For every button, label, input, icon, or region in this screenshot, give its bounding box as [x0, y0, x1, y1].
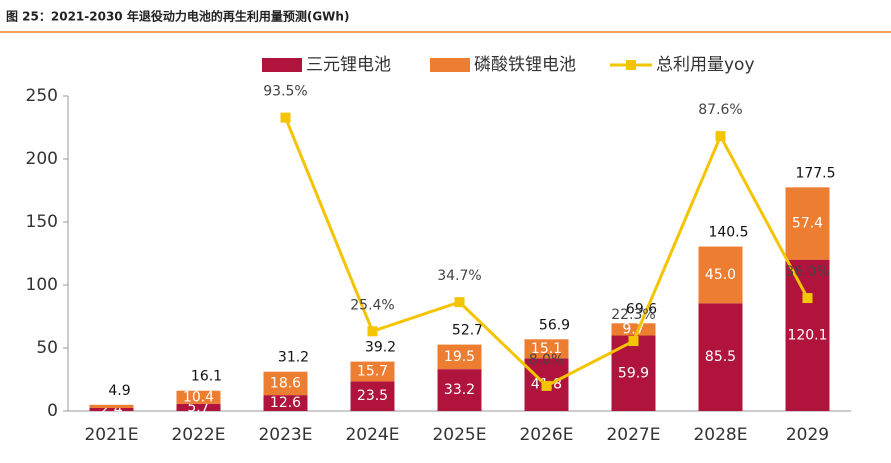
- bar-value-label: 57.4: [792, 216, 823, 232]
- y-tick-label: 50: [36, 338, 58, 358]
- line-point: [454, 297, 465, 308]
- line-value-label: 22.3%: [611, 307, 655, 323]
- line-value-label: 93.5%: [263, 84, 307, 100]
- bar-total-label: 140.5: [708, 225, 748, 241]
- bar-segment: [350, 361, 395, 382]
- x-tick-label: 2026E: [519, 425, 573, 445]
- bar-value-label: 15.1: [531, 341, 562, 357]
- line-value-label: 8.0%: [529, 352, 565, 368]
- line-point: [628, 336, 639, 347]
- x-tick-label: 2029: [786, 425, 829, 445]
- bar-value-label: 18.6: [270, 375, 301, 391]
- bar-segment: [176, 403, 221, 411]
- bar-total-label: 4.9: [108, 383, 130, 399]
- bar-segment: [263, 371, 308, 396]
- bar-total-label: 39.2: [365, 340, 396, 356]
- x-tick-label: 2025E: [432, 425, 486, 445]
- x-tick-label: 2022E: [171, 425, 225, 445]
- line-point: [802, 293, 813, 304]
- bar-segment: [524, 339, 569, 359]
- x-tick-label: 2023E: [258, 425, 312, 445]
- y-tick-label: 150: [26, 212, 58, 232]
- y-tick-label: 250: [26, 86, 58, 106]
- legend-marker: [626, 60, 636, 70]
- bar-segment: [437, 369, 482, 411]
- legend-label: 总利用量yoy: [656, 55, 755, 75]
- legend-swatch: [430, 58, 470, 72]
- bar-total-label: 177.5: [795, 165, 835, 181]
- bar-value-label: 85.5: [705, 349, 736, 365]
- bar-segment: [437, 344, 482, 370]
- y-tick-label: 0: [47, 401, 58, 421]
- bar-total-label: 52.7: [452, 323, 483, 339]
- bar-value-label: 12.6: [270, 395, 301, 411]
- line-point: [280, 112, 291, 123]
- bar-segment: [176, 390, 221, 404]
- bar-value-label: 10.4: [183, 389, 214, 405]
- bar-value-label: 33.2: [444, 382, 475, 398]
- line-point: [715, 131, 726, 142]
- legend-swatch: [262, 58, 302, 72]
- bar-segment: [785, 187, 830, 260]
- bar-segment: [698, 246, 743, 304]
- bar-segment: [89, 404, 134, 408]
- legend-label: 三元锂电池: [306, 55, 391, 75]
- bar-segment: [785, 259, 830, 411]
- x-tick-label: 2028E: [693, 425, 747, 445]
- bar-value-label: 15.7: [357, 363, 388, 379]
- bar-segment: [350, 381, 395, 411]
- bar-value-label: 23.5: [357, 388, 388, 404]
- line-value-label: 25.4%: [350, 297, 394, 313]
- bar-total-label: 31.2: [278, 350, 309, 366]
- bar-value-label: 19.5: [444, 349, 475, 365]
- bar-total-label: 56.9: [539, 317, 570, 333]
- line-point: [367, 326, 378, 337]
- bar-value-label: 59.9: [618, 365, 649, 381]
- x-tick-label: 2021E: [84, 425, 138, 445]
- bar-value-label: 120.1: [787, 327, 827, 343]
- line-point: [541, 380, 552, 391]
- line-value-label: 36.0%: [785, 264, 829, 280]
- y-tick-label: 200: [26, 149, 58, 169]
- legend-label: 磷酸铁锂电池: [474, 55, 576, 75]
- chart-title: 图 25：2021-2030 年退役动力电池的再生利用量预测(GWh): [6, 9, 349, 24]
- line-value-label: 87.6%: [698, 102, 742, 118]
- bar-segment: [698, 303, 743, 411]
- line-value-label: 34.7%: [437, 268, 481, 284]
- x-tick-label: 2027E: [606, 425, 660, 445]
- bar-total-label: 16.1: [191, 369, 222, 385]
- bar-segment: [89, 407, 134, 411]
- bar-value-label: 45.0: [705, 267, 736, 283]
- bar-segment: [263, 395, 308, 411]
- bar-segment: [611, 323, 656, 336]
- bar-value-label: 2.4: [100, 401, 122, 417]
- y-tick-label: 100: [26, 275, 58, 295]
- x-tick-label: 2024E: [345, 425, 399, 445]
